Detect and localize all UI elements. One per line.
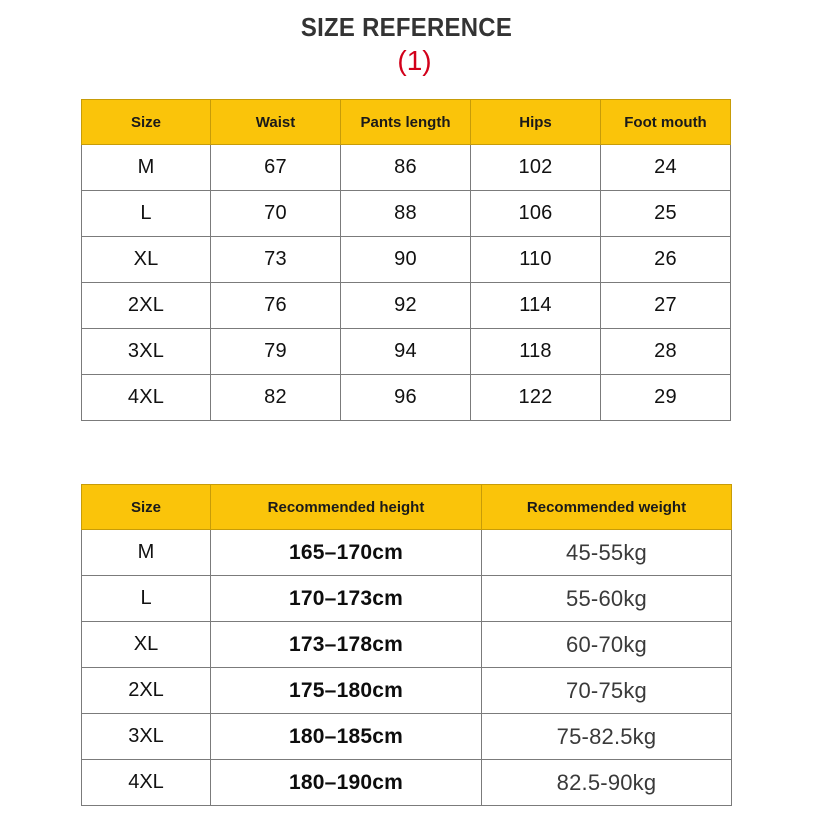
cell-foot-mouth: 26 <box>600 236 731 283</box>
cell-size: 4XL <box>81 374 211 421</box>
cell-size: 4XL <box>81 759 211 806</box>
cell-pants-length: 90 <box>340 236 471 283</box>
cell-height: 173–178cm <box>210 621 482 668</box>
cell-hips: 114 <box>470 282 601 329</box>
column-header-size: Size <box>81 99 211 145</box>
table-row: L 70 88 106 25 <box>81 190 731 237</box>
recommendations-table-body: M 165–170cm 45-55kg L 170–173cm 55-60kg … <box>81 529 732 806</box>
cell-pants-length: 92 <box>340 282 471 329</box>
measurements-table-body: M 67 86 102 24 L 70 88 106 25 XL 73 90 1… <box>81 144 731 421</box>
cell-size: 2XL <box>81 282 211 329</box>
cell-waist: 76 <box>210 282 341 329</box>
cell-weight: 75-82.5kg <box>481 713 732 760</box>
cell-height: 180–190cm <box>210 759 482 806</box>
table-row: M 67 86 102 24 <box>81 144 731 191</box>
cell-pants-length: 86 <box>340 144 471 191</box>
cell-waist: 82 <box>210 374 341 421</box>
cell-foot-mouth: 27 <box>600 282 731 329</box>
column-header-recommended-height: Recommended height <box>210 484 482 530</box>
cell-weight: 55-60kg <box>481 575 732 622</box>
measurements-table: Size Waist Pants length Hips Foot mouth … <box>81 99 731 421</box>
cell-foot-mouth: 25 <box>600 190 731 237</box>
cell-hips: 110 <box>470 236 601 283</box>
table-row: 3XL 79 94 118 28 <box>81 328 731 375</box>
cell-weight: 45-55kg <box>481 529 732 576</box>
table-row: 2XL 175–180cm 70-75kg <box>81 667 732 714</box>
cell-size: M <box>81 529 211 576</box>
column-header-waist: Waist <box>210 99 341 145</box>
recommendations-table-header: Size Recommended height Recommended weig… <box>81 484 732 530</box>
cell-height: 165–170cm <box>210 529 482 576</box>
cell-waist: 73 <box>210 236 341 283</box>
cell-foot-mouth: 28 <box>600 328 731 375</box>
cell-foot-mouth: 24 <box>600 144 731 191</box>
cell-foot-mouth: 29 <box>600 374 731 421</box>
column-header-hips: Hips <box>470 99 601 145</box>
cell-waist: 67 <box>210 144 341 191</box>
cell-hips: 102 <box>470 144 601 191</box>
cell-hips: 106 <box>470 190 601 237</box>
table-row: 3XL 180–185cm 75-82.5kg <box>81 713 732 760</box>
table-row: XL 73 90 110 26 <box>81 236 731 283</box>
table-row: 4XL 180–190cm 82.5-90kg <box>81 759 732 806</box>
column-header-size: Size <box>81 484 211 530</box>
cell-size: L <box>81 575 211 622</box>
page-title-index: (1) <box>397 45 432 77</box>
page-title: SIZE REFERENCE <box>300 12 513 42</box>
cell-waist: 79 <box>210 328 341 375</box>
cell-weight: 70-75kg <box>481 667 732 714</box>
cell-size: L <box>81 190 211 237</box>
table-row: XL 173–178cm 60-70kg <box>81 621 732 668</box>
cell-hips: 122 <box>470 374 601 421</box>
table-row: 2XL 76 92 114 27 <box>81 282 731 329</box>
cell-weight: 82.5-90kg <box>481 759 732 806</box>
column-header-foot-mouth: Foot mouth <box>600 99 731 145</box>
cell-waist: 70 <box>210 190 341 237</box>
column-header-pants-length: Pants length <box>340 99 471 145</box>
cell-hips: 118 <box>470 328 601 375</box>
cell-size: XL <box>81 621 211 668</box>
measurements-table-header: Size Waist Pants length Hips Foot mouth <box>81 99 731 145</box>
table-header-row: Size Waist Pants length Hips Foot mouth <box>81 99 731 145</box>
cell-size: M <box>81 144 211 191</box>
recommendations-table: Size Recommended height Recommended weig… <box>81 484 732 806</box>
cell-pants-length: 96 <box>340 374 471 421</box>
cell-size: 3XL <box>81 328 211 375</box>
cell-pants-length: 88 <box>340 190 471 237</box>
cell-weight: 60-70kg <box>481 621 732 668</box>
table-row: 4XL 82 96 122 29 <box>81 374 731 421</box>
cell-height: 175–180cm <box>210 667 482 714</box>
table-header-row: Size Recommended height Recommended weig… <box>81 484 732 530</box>
cell-pants-length: 94 <box>340 328 471 375</box>
table-row: L 170–173cm 55-60kg <box>81 575 732 622</box>
cell-size: XL <box>81 236 211 283</box>
column-header-recommended-weight: Recommended weight <box>481 484 732 530</box>
table-row: M 165–170cm 45-55kg <box>81 529 732 576</box>
title-block: SIZE REFERENCE (1) <box>0 12 813 77</box>
cell-size: 3XL <box>81 713 211 760</box>
cell-height: 180–185cm <box>210 713 482 760</box>
cell-size: 2XL <box>81 667 211 714</box>
cell-height: 170–173cm <box>210 575 482 622</box>
